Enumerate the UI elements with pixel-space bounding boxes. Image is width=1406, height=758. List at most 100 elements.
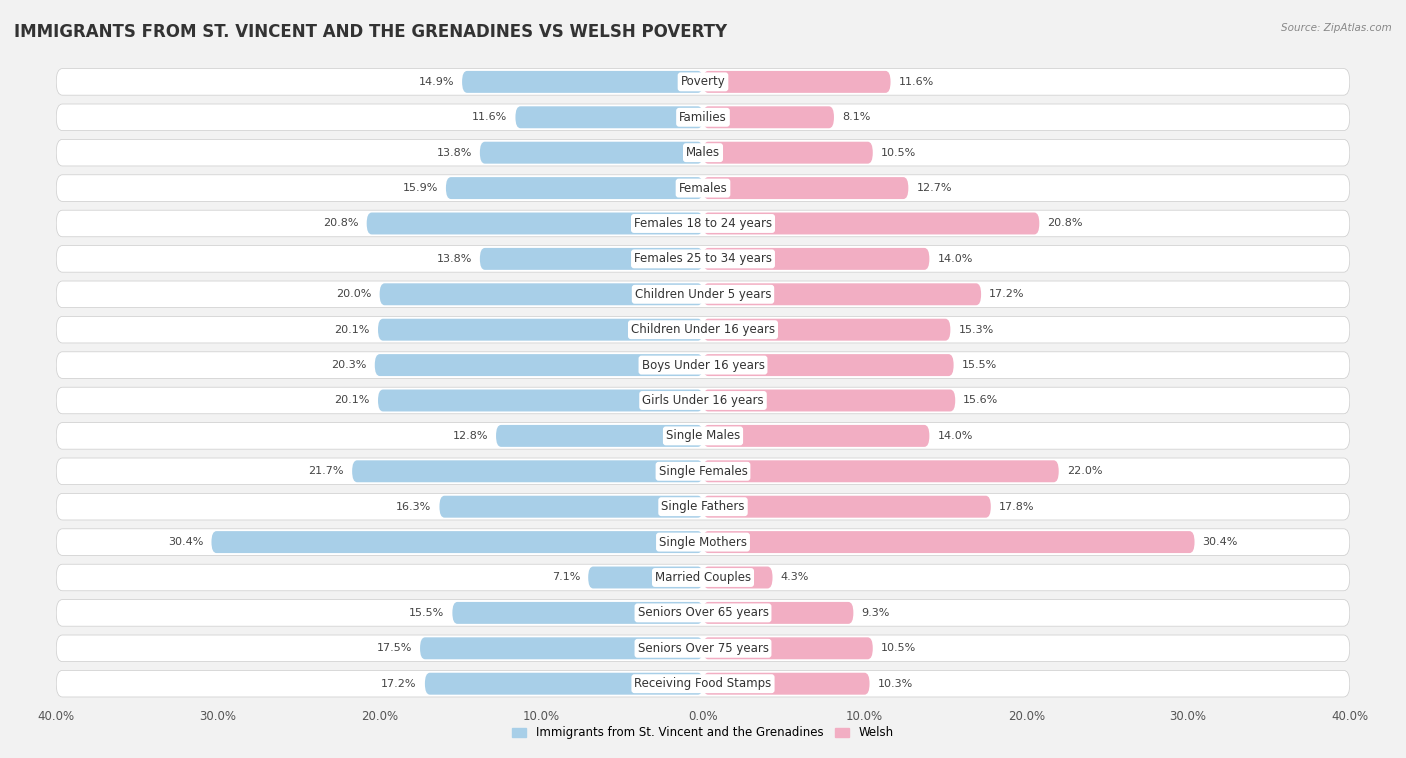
Text: 14.0%: 14.0% [938, 431, 973, 441]
Text: 11.6%: 11.6% [898, 77, 934, 87]
Text: Single Fathers: Single Fathers [661, 500, 745, 513]
FancyBboxPatch shape [479, 142, 703, 164]
Text: 15.9%: 15.9% [402, 183, 437, 193]
FancyBboxPatch shape [425, 673, 703, 694]
FancyBboxPatch shape [56, 139, 1350, 166]
FancyBboxPatch shape [352, 460, 703, 482]
FancyBboxPatch shape [703, 425, 929, 447]
Text: 17.5%: 17.5% [377, 644, 412, 653]
FancyBboxPatch shape [56, 246, 1350, 272]
Text: 10.5%: 10.5% [880, 644, 917, 653]
Text: 11.6%: 11.6% [472, 112, 508, 122]
Text: 14.0%: 14.0% [938, 254, 973, 264]
FancyBboxPatch shape [703, 248, 929, 270]
FancyBboxPatch shape [56, 387, 1350, 414]
FancyBboxPatch shape [703, 142, 873, 164]
FancyBboxPatch shape [496, 425, 703, 447]
FancyBboxPatch shape [375, 354, 703, 376]
FancyBboxPatch shape [463, 71, 703, 93]
Text: 20.1%: 20.1% [335, 324, 370, 335]
FancyBboxPatch shape [56, 69, 1350, 96]
Text: 15.6%: 15.6% [963, 396, 998, 406]
Text: 10.3%: 10.3% [877, 678, 912, 689]
FancyBboxPatch shape [453, 602, 703, 624]
Text: 7.1%: 7.1% [551, 572, 581, 582]
FancyBboxPatch shape [56, 175, 1350, 202]
FancyBboxPatch shape [703, 460, 1059, 482]
FancyBboxPatch shape [703, 531, 1195, 553]
Text: Children Under 5 years: Children Under 5 years [634, 288, 772, 301]
Legend: Immigrants from St. Vincent and the Grenadines, Welsh: Immigrants from St. Vincent and the Gren… [508, 722, 898, 744]
FancyBboxPatch shape [367, 212, 703, 234]
Text: Girls Under 16 years: Girls Under 16 years [643, 394, 763, 407]
FancyBboxPatch shape [703, 71, 890, 93]
FancyBboxPatch shape [56, 352, 1350, 378]
FancyBboxPatch shape [56, 423, 1350, 449]
FancyBboxPatch shape [380, 283, 703, 305]
Text: 22.0%: 22.0% [1067, 466, 1102, 476]
FancyBboxPatch shape [703, 283, 981, 305]
Text: 20.0%: 20.0% [336, 290, 371, 299]
FancyBboxPatch shape [703, 637, 873, 659]
FancyBboxPatch shape [56, 493, 1350, 520]
Text: 20.1%: 20.1% [335, 396, 370, 406]
FancyBboxPatch shape [446, 177, 703, 199]
FancyBboxPatch shape [420, 637, 703, 659]
Text: Single Males: Single Males [666, 429, 740, 443]
Text: 21.7%: 21.7% [308, 466, 344, 476]
Text: 14.9%: 14.9% [419, 77, 454, 87]
FancyBboxPatch shape [211, 531, 703, 553]
FancyBboxPatch shape [516, 106, 703, 128]
Text: Females 25 to 34 years: Females 25 to 34 years [634, 252, 772, 265]
FancyBboxPatch shape [378, 318, 703, 340]
Text: Single Females: Single Females [658, 465, 748, 478]
Text: Seniors Over 75 years: Seniors Over 75 years [637, 642, 769, 655]
Text: 17.2%: 17.2% [990, 290, 1025, 299]
Text: Females 18 to 24 years: Females 18 to 24 years [634, 217, 772, 230]
FancyBboxPatch shape [703, 354, 953, 376]
Text: 17.2%: 17.2% [381, 678, 416, 689]
Text: 8.1%: 8.1% [842, 112, 870, 122]
Text: Males: Males [686, 146, 720, 159]
Text: Married Couples: Married Couples [655, 571, 751, 584]
FancyBboxPatch shape [56, 210, 1350, 236]
Text: Receiving Food Stamps: Receiving Food Stamps [634, 677, 772, 691]
FancyBboxPatch shape [703, 390, 955, 412]
Text: 15.5%: 15.5% [409, 608, 444, 618]
Text: 13.8%: 13.8% [436, 254, 472, 264]
FancyBboxPatch shape [56, 104, 1350, 130]
Text: 20.8%: 20.8% [1047, 218, 1083, 228]
Text: 10.5%: 10.5% [880, 148, 917, 158]
FancyBboxPatch shape [56, 458, 1350, 484]
Text: 15.3%: 15.3% [959, 324, 994, 335]
FancyBboxPatch shape [703, 673, 869, 694]
Text: 4.3%: 4.3% [780, 572, 808, 582]
Text: Source: ZipAtlas.com: Source: ZipAtlas.com [1281, 23, 1392, 33]
Text: Families: Families [679, 111, 727, 124]
Text: 17.8%: 17.8% [998, 502, 1035, 512]
Text: Single Mothers: Single Mothers [659, 536, 747, 549]
Text: 20.8%: 20.8% [323, 218, 359, 228]
Text: 13.8%: 13.8% [436, 148, 472, 158]
FancyBboxPatch shape [588, 566, 703, 588]
FancyBboxPatch shape [703, 212, 1039, 234]
FancyBboxPatch shape [56, 316, 1350, 343]
Text: 12.8%: 12.8% [453, 431, 488, 441]
Text: Boys Under 16 years: Boys Under 16 years [641, 359, 765, 371]
FancyBboxPatch shape [703, 177, 908, 199]
FancyBboxPatch shape [703, 602, 853, 624]
FancyBboxPatch shape [56, 529, 1350, 556]
Text: 30.4%: 30.4% [167, 537, 204, 547]
Text: 15.5%: 15.5% [962, 360, 997, 370]
FancyBboxPatch shape [56, 600, 1350, 626]
FancyBboxPatch shape [479, 248, 703, 270]
Text: Children Under 16 years: Children Under 16 years [631, 323, 775, 337]
Text: Poverty: Poverty [681, 75, 725, 89]
FancyBboxPatch shape [703, 496, 991, 518]
FancyBboxPatch shape [440, 496, 703, 518]
FancyBboxPatch shape [56, 670, 1350, 697]
Text: Seniors Over 65 years: Seniors Over 65 years [637, 606, 769, 619]
FancyBboxPatch shape [56, 564, 1350, 590]
FancyBboxPatch shape [703, 566, 772, 588]
Text: 20.3%: 20.3% [332, 360, 367, 370]
